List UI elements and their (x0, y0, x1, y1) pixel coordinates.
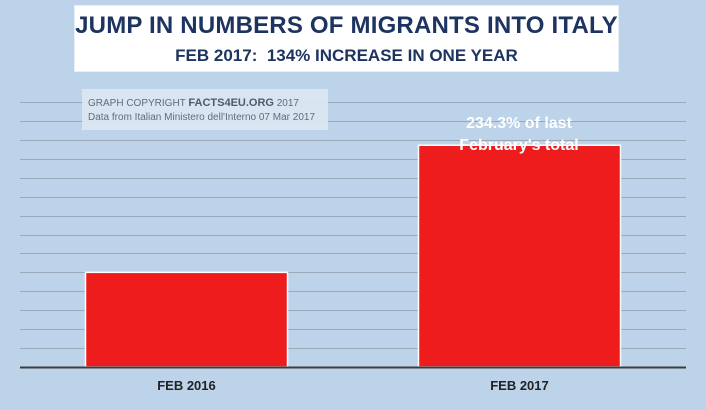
x-tick-label: FEB 2017 (490, 378, 549, 393)
title-box: JUMP IN NUMBERS OF MIGRANTS INTO ITALY F… (75, 6, 618, 71)
x-tick-label: FEB 2016 (157, 378, 216, 393)
x-tick-labels: FEB 2016 FEB 2017 (157, 378, 549, 393)
bar-annotation: 234.3% of last February's total (418, 113, 620, 157)
chart-title: JUMP IN NUMBERS OF MIGRANTS INTO ITALY (75, 12, 618, 39)
bar-annotation-line2: February's total (459, 137, 579, 154)
bars (84, 144, 622, 368)
copyright-line: GRAPH COPYRIGHT FACTS4EU.ORG 2017 (88, 97, 299, 109)
bar-annotation-line1: 234.3% of last (466, 115, 572, 132)
copyright-year: 2017 (273, 98, 299, 109)
bar-feb-2016 (84, 271, 289, 368)
data-source-line: Data from Italian Ministero dell'Interno… (88, 112, 316, 123)
bar-feb-2017 (417, 144, 622, 368)
copyright-prefix: GRAPH COPYRIGHT (88, 98, 189, 109)
copyright-brand: FACTS4EU.ORG (188, 97, 274, 109)
chart-subtitle: FEB 2017: 134% INCREASE IN ONE YEAR (175, 46, 518, 65)
copyright-box: GRAPH COPYRIGHT FACTS4EU.ORG 2017 Data f… (82, 89, 328, 130)
